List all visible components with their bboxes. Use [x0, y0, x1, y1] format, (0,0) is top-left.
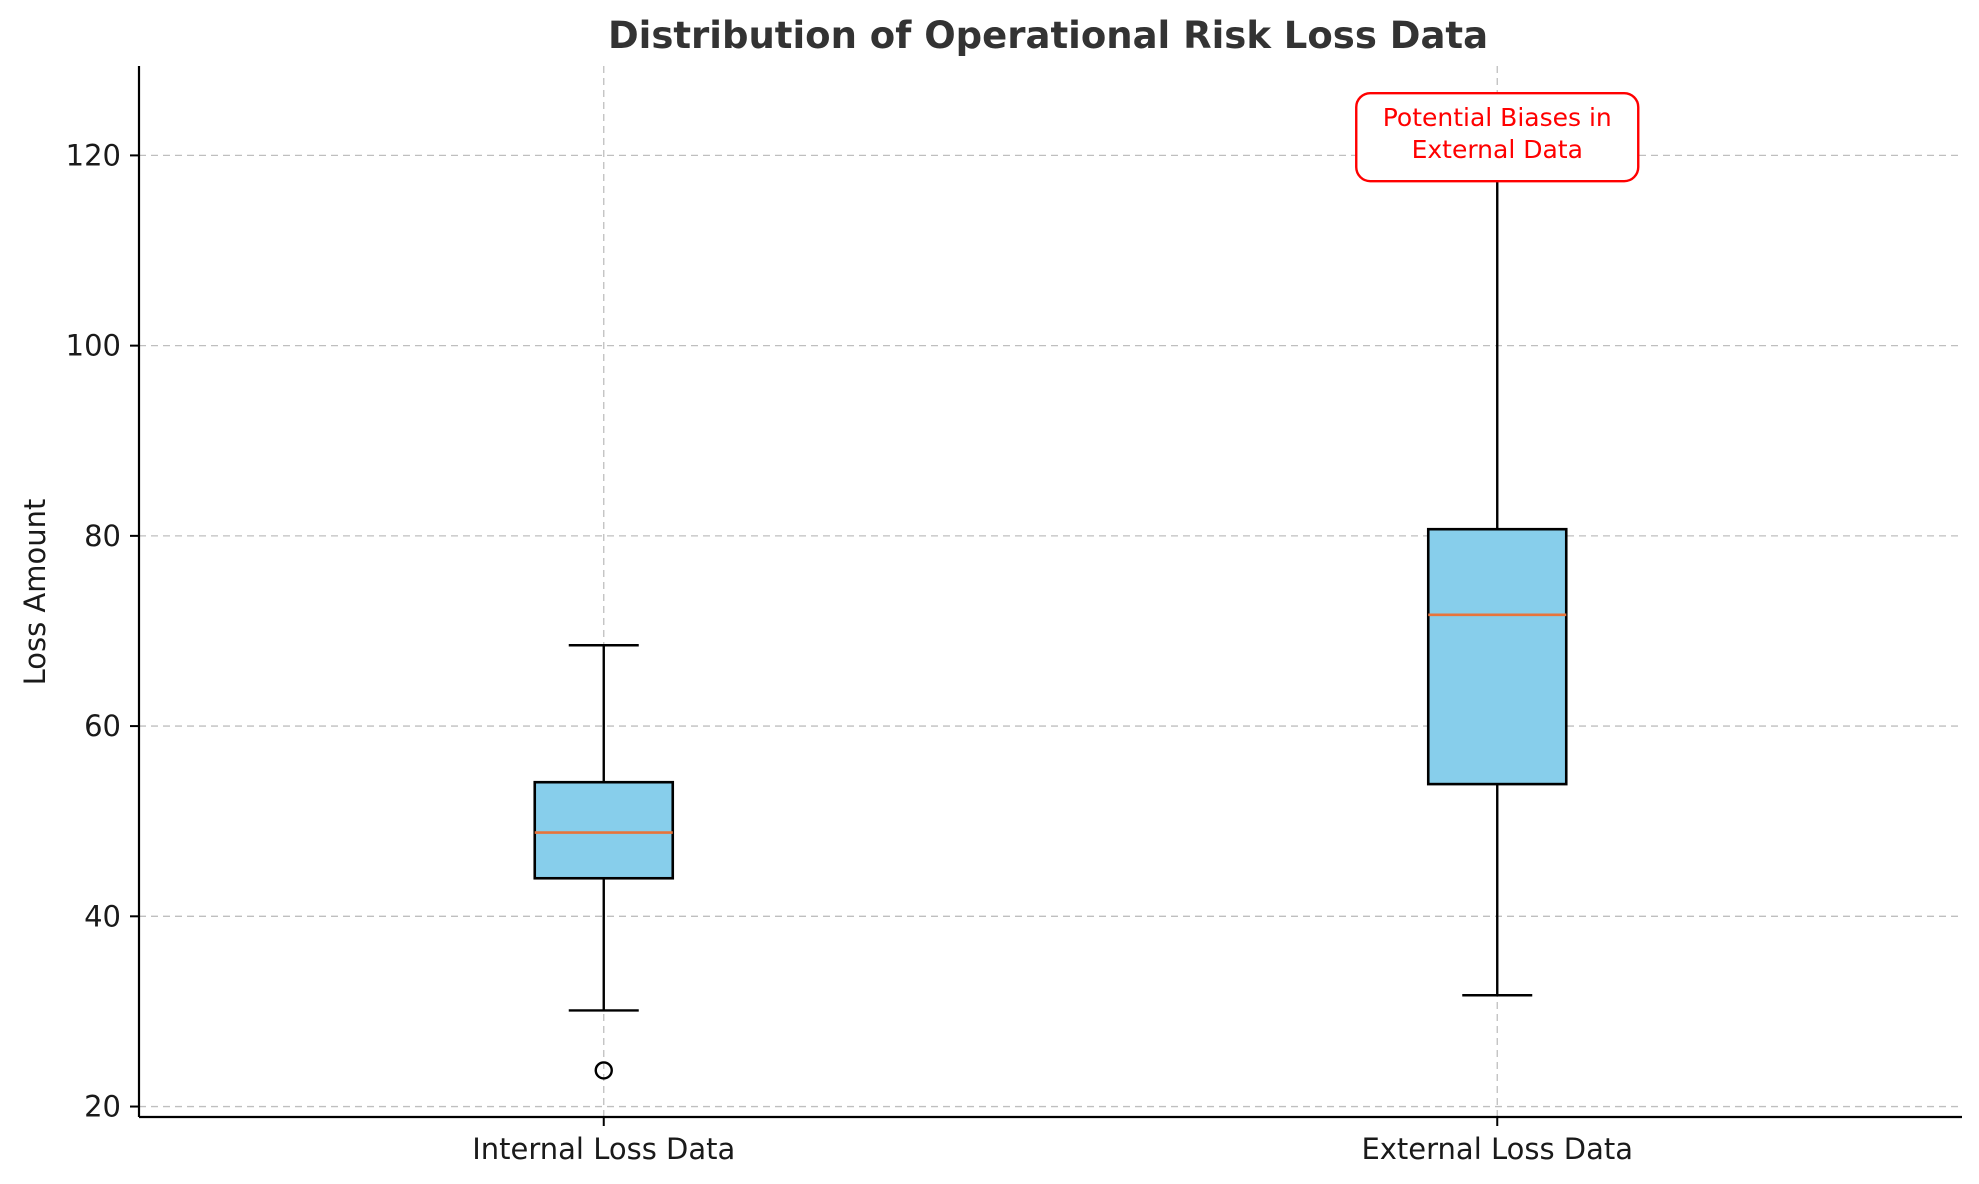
box-layer	[533, 108, 1568, 1080]
y-axis-label: Loss Amount	[18, 499, 52, 686]
grid-layer	[139, 66, 1962, 1117]
box-group-external	[1426, 108, 1568, 997]
y-tick-label: 40	[84, 899, 121, 933]
y-tick-label: 20	[84, 1090, 121, 1124]
x-tick-label: External Loss Data	[1361, 1132, 1633, 1166]
annotation-layer: Potential Biases in External Data	[1355, 91, 1640, 183]
y-tick-label: 120	[66, 138, 121, 172]
iqr-box	[1426, 527, 1568, 786]
y-tick-label: 80	[84, 519, 121, 553]
annotation-box	[1355, 91, 1640, 183]
iqr-box	[533, 780, 675, 880]
box-group-internal	[533, 644, 675, 1080]
annotation-text: External Data	[1412, 135, 1583, 164]
annotation-text: Potential Biases in	[1383, 103, 1612, 132]
axis-layer: 20 40 60 80 100 120 Internal Loss Data External…	[66, 66, 1962, 1166]
chart-title: Distribution of Operational Risk Loss Da…	[608, 14, 1488, 57]
outlier-point	[594, 1061, 613, 1080]
x-tick-label: Internal Loss Data	[472, 1132, 735, 1166]
y-tick-label: 100	[66, 329, 121, 363]
y-tick-label: 60	[84, 709, 121, 743]
